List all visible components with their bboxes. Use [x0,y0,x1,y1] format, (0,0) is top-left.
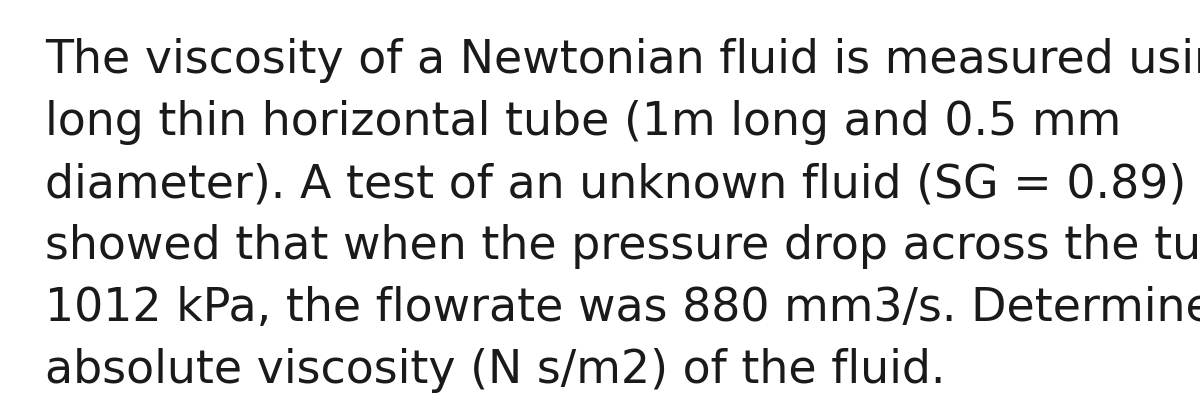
Text: 1012 kPa, the flowrate was 880 mm3/s. Determine the: 1012 kPa, the flowrate was 880 mm3/s. De… [46,286,1200,331]
Text: diameter). A test of an unknown fluid (SG = 0.89): diameter). A test of an unknown fluid (S… [46,162,1187,207]
Text: showed that when the pressure drop across the tube was: showed that when the pressure drop acros… [46,224,1200,269]
Text: long thin horizontal tube (1m long and 0.5 mm: long thin horizontal tube (1m long and 0… [46,100,1121,145]
Text: absolute viscosity (N s/m2) of the fluid.: absolute viscosity (N s/m2) of the fluid… [46,348,946,393]
Text: The viscosity of a Newtonian fluid is measured using a: The viscosity of a Newtonian fluid is me… [46,38,1200,83]
